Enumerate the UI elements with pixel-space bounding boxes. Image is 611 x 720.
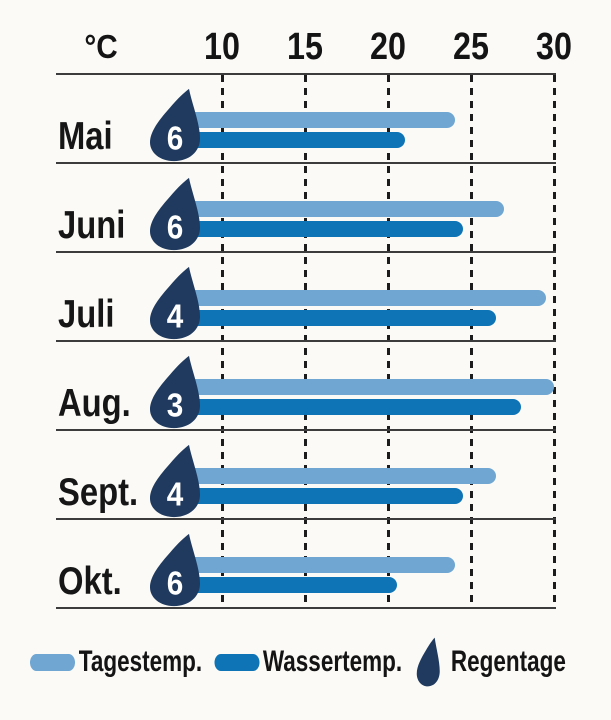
legend-label: Tagestemp. (78, 645, 203, 678)
legend-water-temp-swatch (214, 653, 260, 671)
rain-days-drop: 4 (144, 444, 206, 518)
water-temp-bar (168, 310, 497, 326)
month-label-text: Juli (58, 293, 115, 336)
month-label: Mai (58, 117, 123, 156)
legend-raindrop-icon (414, 637, 443, 687)
water-temp-bar (168, 488, 463, 504)
month-label: Aug. (58, 384, 145, 423)
gridline-dashed (220, 75, 224, 609)
month-label: Okt. (58, 562, 134, 601)
gridline-dashed (469, 75, 473, 609)
day-temp-bar (168, 468, 497, 484)
day-temp-bar (168, 379, 555, 395)
rain-days-drop: 3 (144, 355, 206, 429)
axis-tick-label: 25 (450, 28, 492, 66)
legend-day-temp-swatch (30, 653, 75, 671)
month-label-text: Juni (58, 204, 126, 247)
row-separator-line (56, 251, 556, 253)
water-temp-bar (168, 132, 405, 148)
row-separator-line (56, 162, 556, 164)
rain-days-drop: 6 (144, 88, 206, 162)
month-label-text: Okt. (58, 560, 122, 603)
axis-tick-label: 20 (367, 28, 409, 66)
rain-days-drop: 6 (144, 533, 206, 607)
day-temp-bar (168, 112, 455, 128)
legend: Tagestemp. Wassertemp. Regentage (0, 636, 611, 688)
rain-days-count: 4 (166, 475, 184, 513)
legend-label: Wassertemp. (262, 645, 403, 678)
rain-days-count: 6 (166, 564, 184, 602)
rain-days-count: 3 (166, 386, 184, 424)
day-temp-bar (168, 201, 505, 217)
rain-days-count: 6 (166, 119, 184, 157)
axis-tick-text: 20 (370, 26, 407, 68)
month-label: Juni (58, 206, 138, 245)
rain-days-drop: 6 (144, 177, 206, 251)
axis-tick-text: 25 (453, 26, 490, 68)
month-label-text: Mai (58, 115, 113, 158)
legend-label: Regentage (450, 645, 566, 678)
row-separator-line (56, 518, 556, 520)
month-label: Juli (58, 295, 125, 334)
month-label-text: Sept. (58, 471, 139, 514)
water-temp-bar (168, 221, 463, 237)
axis-tick-label: 30 (533, 28, 575, 66)
axis-tick-label: 10 (201, 28, 243, 66)
water-temp-bar (168, 577, 397, 593)
row-separator-line (56, 340, 556, 342)
axis-tick-label: 15 (284, 28, 326, 66)
month-label: Sept. (58, 473, 153, 512)
rain-days-count: 4 (166, 297, 184, 335)
rain-days-count: 6 (166, 208, 184, 246)
gridline-dashed (386, 75, 390, 609)
month-label-text: Aug. (58, 382, 131, 425)
day-temp-bar (168, 557, 455, 573)
axis-line (56, 73, 556, 75)
gridline-dashed (303, 75, 307, 609)
gridline-dashed (552, 75, 556, 609)
day-temp-bar (168, 290, 546, 306)
axis-tick-text: 10 (204, 26, 241, 68)
water-temp-bar (168, 399, 521, 415)
axis-tick-text: 30 (536, 26, 573, 68)
axis-unit-label: °C (84, 28, 118, 65)
row-separator-line (56, 429, 556, 431)
axis-tick-text: 15 (287, 26, 324, 68)
row-separator-line (56, 607, 556, 609)
rain-days-drop: 4 (144, 266, 206, 340)
